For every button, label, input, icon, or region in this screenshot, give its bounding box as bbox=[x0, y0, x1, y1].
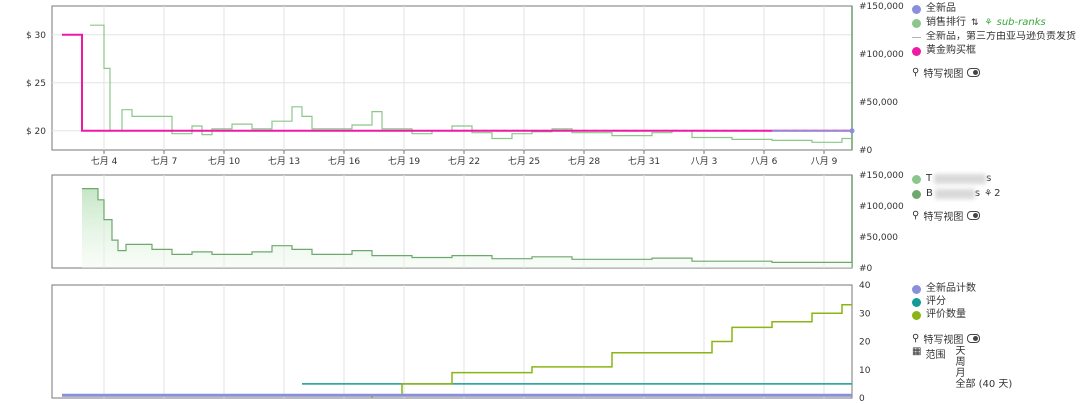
legend-item-review-count[interactable]: 评价数量 bbox=[912, 309, 976, 321]
y-right-tick-label: #100,000 bbox=[859, 50, 904, 60]
panel3-legend: 全新品计数 评分 评价数量 bbox=[912, 283, 976, 321]
y-right-tick-label: #150,000 bbox=[859, 171, 904, 181]
closeup-toggle-1[interactable]: ⚲ 特写视图 bbox=[912, 65, 981, 80]
closeup-toggle-3[interactable]: ⚲ 特写视图 bbox=[912, 331, 981, 346]
panel2-legend: T s B s ⚘ 2 bbox=[912, 173, 1001, 200]
x-tick-label: 七月 22 bbox=[448, 156, 480, 167]
range-option-month[interactable]: 月 bbox=[955, 368, 966, 379]
series-rank-line bbox=[82, 188, 852, 263]
magnifier-icon: ⚲ bbox=[912, 210, 920, 221]
legend-third-party-marker bbox=[912, 36, 921, 38]
legend-new-marker bbox=[912, 4, 921, 14]
legend-rating-label: 评分 bbox=[926, 296, 946, 307]
redacted-text bbox=[934, 189, 975, 199]
x-tick-label: 七月 7 bbox=[151, 156, 178, 167]
y-right-tick-label: 20 bbox=[859, 338, 871, 348]
series-rank-area bbox=[82, 188, 852, 268]
toggle-switch-icon[interactable] bbox=[967, 211, 981, 220]
legend-new-count-marker bbox=[912, 284, 921, 294]
x-tick-label: 七月 10 bbox=[208, 156, 241, 167]
y-left-tick-label: $ 20 bbox=[26, 127, 46, 137]
x-tick-label: 七月 31 bbox=[628, 156, 660, 167]
legend-sales-rank-label: 销售排行 bbox=[926, 17, 966, 28]
range-label: 范围 bbox=[925, 350, 946, 361]
range-selector: ▦ 范围 天 周 月 全部 (40 天) bbox=[912, 346, 1012, 390]
x-tick-label: 八月 6 bbox=[751, 156, 778, 167]
hierarchy-icon: ⚘ bbox=[984, 18, 993, 28]
legend-item-new-count[interactable]: 全新品计数 bbox=[912, 283, 976, 295]
toggle-switch-icon[interactable] bbox=[967, 334, 981, 343]
legend-review-count-marker bbox=[912, 310, 921, 320]
calendar-icon: ▦ bbox=[912, 346, 922, 357]
panel1-legend: 全新品 销售排行 ⇅ ⚘ sub-ranks 全新品，第三方由亚马逊负责发货 黄… bbox=[912, 3, 1076, 57]
toggle-switch-icon[interactable] bbox=[967, 68, 981, 77]
y-right-tick-label: 30 bbox=[859, 309, 871, 319]
closeup-label-3: 特写视图 bbox=[923, 335, 964, 346]
legend-item-rating[interactable]: 评分 bbox=[912, 296, 976, 308]
x-tick-label: 七月 28 bbox=[568, 156, 601, 167]
x-tick-label: 七月 16 bbox=[328, 156, 361, 167]
y-right-tick-label: #100,000 bbox=[859, 202, 904, 212]
x-tick-label: 七月 19 bbox=[388, 156, 421, 167]
range-options: 天 周 月 全部 (40 天) bbox=[955, 346, 1012, 390]
y-right-tick-label: 40 bbox=[859, 281, 871, 291]
legend-new-label: 全新品 bbox=[926, 3, 956, 14]
series-new-endpoint bbox=[849, 128, 855, 134]
legend-rank-t-label: T bbox=[926, 173, 933, 184]
legend-rating-marker bbox=[912, 297, 921, 307]
legend-item-rank-t[interactable]: T s bbox=[912, 173, 1001, 185]
series-sales-rank-line bbox=[90, 24, 852, 143]
y-right-tick-label: #0 bbox=[859, 146, 873, 156]
rank-count: 2 bbox=[994, 188, 1001, 199]
legend-third-party-label: 全新品，第三方由亚马逊负责发货 bbox=[926, 31, 1076, 42]
sub-ranks-link[interactable]: sub-ranks bbox=[996, 17, 1046, 28]
x-tick-label: 八月 3 bbox=[691, 156, 718, 167]
series-review-count-line bbox=[371, 304, 852, 398]
legend-rank-b-tail: s bbox=[974, 188, 981, 199]
range-option-day[interactable]: 天 bbox=[955, 346, 966, 357]
y-right-tick-label: #0 bbox=[859, 264, 873, 274]
series-buybox-line bbox=[62, 33, 852, 132]
closeup-toggle-2[interactable]: ⚲ 特写视图 bbox=[912, 208, 981, 223]
magnifier-icon: ⚲ bbox=[912, 67, 920, 78]
legend-buybox-label: 黄金购买框 bbox=[926, 45, 976, 56]
redacted-text bbox=[934, 174, 987, 184]
sort-icon[interactable]: ⇅ bbox=[971, 18, 979, 28]
legend-item-rank-b[interactable]: B s ⚘ 2 bbox=[912, 188, 1001, 200]
closeup-label-2: 特写视图 bbox=[923, 212, 964, 223]
legend-rank-t-tail: s bbox=[986, 173, 992, 184]
hierarchy-icon: ⚘ bbox=[984, 189, 993, 199]
y-right-tick-label: #50,000 bbox=[859, 233, 898, 243]
legend-review-count-label: 评价数量 bbox=[926, 309, 966, 320]
legend-new-count-label: 全新品计数 bbox=[926, 283, 976, 294]
legend-item-new[interactable]: 全新品 bbox=[912, 3, 1076, 15]
range-option-all[interactable]: 全部 (40 天) bbox=[955, 379, 1013, 390]
x-tick-label: 七月 13 bbox=[268, 156, 300, 167]
legend-item-third-party[interactable]: 全新品，第三方由亚马逊负责发货 bbox=[912, 31, 1076, 43]
legend-rank-b-marker bbox=[912, 189, 921, 199]
legend-buybox-marker bbox=[912, 46, 921, 56]
legend-rank-t-marker bbox=[912, 174, 921, 184]
legend-sales-rank-marker bbox=[912, 18, 921, 28]
magnifier-icon: ⚲ bbox=[912, 333, 920, 344]
y-right-tick-label: #150,000 bbox=[859, 2, 904, 12]
x-tick-label: 七月 4 bbox=[91, 156, 118, 167]
y-right-tick-label: #50,000 bbox=[859, 98, 898, 108]
x-tick-label: 七月 25 bbox=[508, 156, 540, 167]
y-left-tick-label: $ 25 bbox=[26, 79, 46, 89]
x-tick-label: 八月 9 bbox=[811, 156, 838, 167]
range-option-week[interactable]: 周 bbox=[955, 357, 966, 368]
legend-item-sales-rank[interactable]: 销售排行 ⇅ ⚘ sub-ranks bbox=[912, 17, 1076, 29]
y-right-tick-label: 0 bbox=[859, 394, 865, 404]
y-right-tick-label: 10 bbox=[859, 366, 871, 376]
y-left-tick-label: $ 30 bbox=[26, 31, 46, 41]
legend-item-buybox[interactable]: 黄金购买框 bbox=[912, 45, 1076, 57]
closeup-label-1: 特写视图 bbox=[923, 69, 964, 80]
legend-rank-b-label: B bbox=[926, 188, 933, 199]
